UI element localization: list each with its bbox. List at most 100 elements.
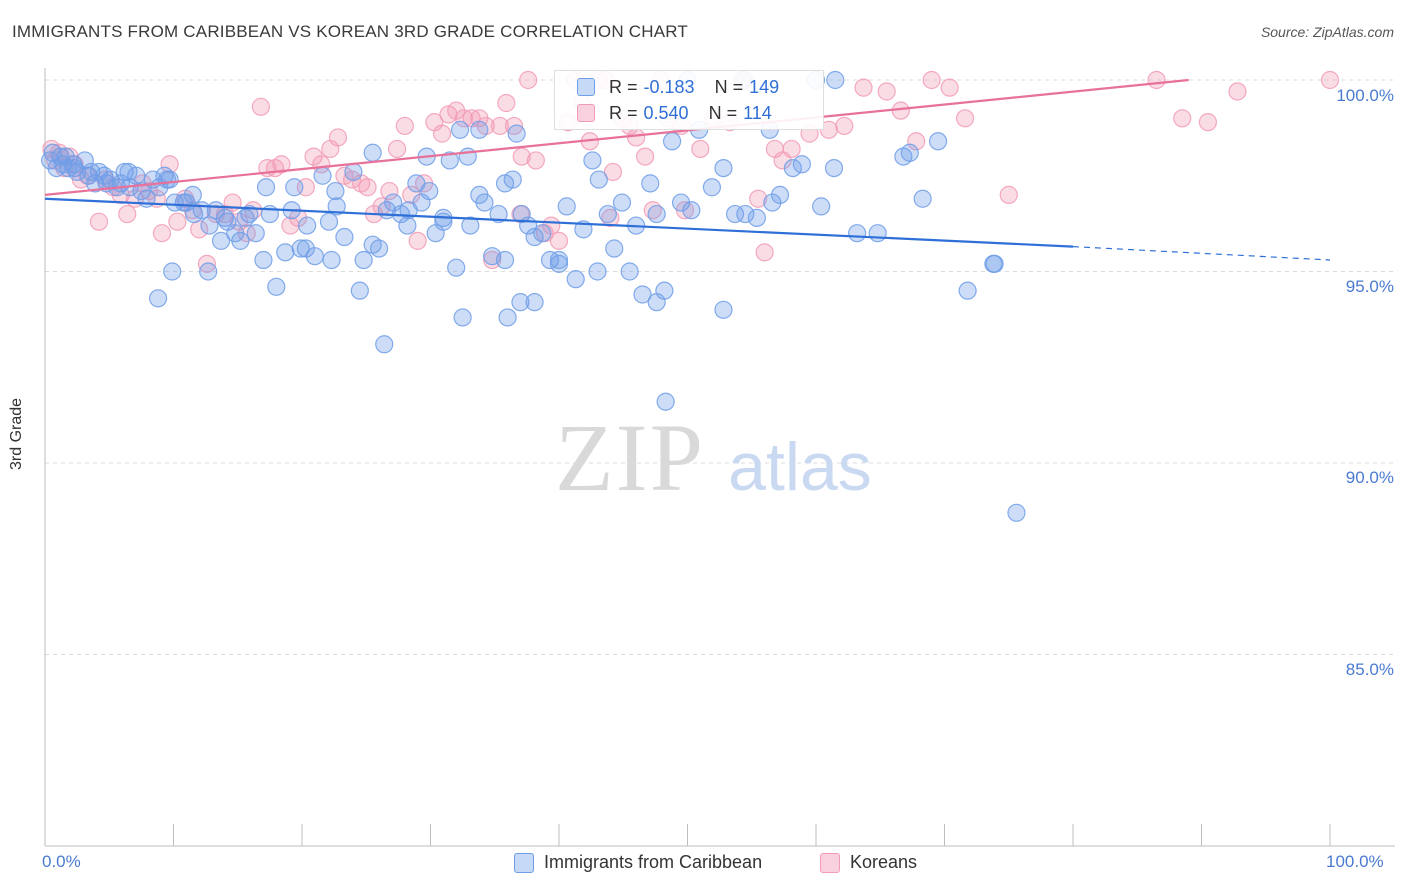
data-point: [922, 70, 941, 90]
data-point: [490, 116, 509, 136]
data-point: [495, 250, 515, 270]
data-point: [111, 174, 130, 193]
data-point: [432, 124, 452, 143]
data-point: [783, 158, 802, 178]
data-point: [736, 204, 755, 224]
data-point: [702, 178, 722, 197]
data-point: [200, 216, 219, 235]
data-point: [408, 231, 427, 250]
data-point: [304, 147, 323, 166]
data-point: [322, 250, 341, 270]
data-point: [236, 208, 255, 227]
data-point: [714, 158, 733, 178]
data-point: [525, 293, 544, 312]
data-point: [251, 97, 270, 116]
data-point: [402, 185, 421, 204]
caribbean-swatch: [577, 78, 595, 96]
n-value: 149: [749, 76, 780, 97]
data-point: [626, 128, 646, 147]
data-point: [533, 224, 552, 243]
stats-row-koreans: R = 0.540 N = 114: [577, 102, 772, 124]
data-point: [447, 258, 466, 277]
data-point: [276, 243, 295, 262]
data-point: [824, 158, 844, 178]
data-point: [475, 193, 494, 212]
data-point: [1228, 82, 1247, 101]
data-point: [633, 285, 652, 304]
caribbean-legend-swatch: [514, 852, 534, 873]
data-point: [848, 224, 867, 243]
data-point: [598, 204, 617, 224]
data-point: [835, 116, 854, 136]
data-point: [647, 204, 666, 224]
data-point: [749, 189, 768, 208]
data-point: [148, 289, 168, 308]
data-point: [940, 78, 959, 97]
data-point: [79, 166, 98, 185]
data-point: [470, 120, 489, 139]
data-point: [328, 128, 348, 147]
y-tick-label: 95.0%: [1345, 277, 1394, 296]
data-point: [826, 70, 845, 90]
data-point: [199, 262, 218, 281]
koreans-legend-swatch: [820, 852, 840, 873]
y-tick-label: 100.0%: [1336, 86, 1394, 105]
n-label: N =: [708, 102, 738, 123]
data-point: [877, 82, 896, 101]
watermark-atlas: atlas: [728, 429, 872, 505]
series-legend: Immigrants from Caribbean Koreans: [0, 852, 1406, 878]
data-point: [152, 224, 172, 243]
data-point: [549, 231, 569, 250]
data-point: [375, 335, 394, 354]
data-point: [603, 162, 623, 182]
data-point: [1147, 70, 1166, 90]
data-point: [254, 250, 273, 270]
data-point: [620, 262, 639, 281]
data-point: [891, 101, 910, 120]
data-point: [380, 181, 399, 201]
data-point: [747, 208, 766, 227]
stats-row-caribbean: R = -0.183 N = 149: [577, 76, 779, 98]
data-point: [1173, 109, 1192, 128]
data-point: [483, 250, 502, 270]
watermark: ZIP atlas: [555, 404, 872, 511]
data-point: [327, 197, 346, 216]
legend-item-koreans: Koreans: [820, 852, 917, 873]
data-point: [662, 132, 682, 151]
data-point: [958, 281, 977, 300]
data-point: [635, 147, 655, 166]
data-point: [612, 193, 632, 212]
data-point: [160, 155, 179, 174]
data-point: [928, 132, 948, 151]
data-point: [285, 178, 304, 197]
data-point: [256, 178, 276, 197]
data-point: [907, 132, 926, 151]
data-point: [211, 231, 231, 250]
stats-legend: R = -0.183 N = 149 R = 0.540 N = 114: [554, 70, 824, 130]
legend-label: Immigrants from Caribbean: [544, 852, 763, 872]
data-point: [605, 239, 624, 258]
y-tick-label: 90.0%: [1345, 468, 1394, 487]
data-point: [913, 189, 932, 208]
data-point: [574, 220, 593, 239]
caribbean-trend-line: [44, 197, 1074, 248]
data-point: [168, 212, 187, 231]
caribbean-trend-extension: [1072, 246, 1331, 261]
data-point: [647, 293, 666, 312]
data-point: [498, 308, 517, 327]
data-point: [343, 170, 362, 189]
data-point: [782, 139, 801, 159]
data-point: [461, 216, 480, 235]
data-point: [450, 120, 470, 139]
r-label: R =: [609, 76, 638, 97]
data-point: [447, 101, 466, 120]
chart-title: IMMIGRANTS FROM CARIBBEAN VS KOREAN 3RD …: [12, 22, 688, 41]
data-point: [118, 204, 137, 224]
data-point: [1007, 503, 1026, 522]
data-point: [387, 139, 407, 159]
data-point: [157, 170, 177, 189]
koreans-trend-line: [44, 78, 1189, 196]
data-point: [549, 250, 569, 270]
data-point: [335, 227, 354, 247]
data-point: [454, 109, 474, 128]
